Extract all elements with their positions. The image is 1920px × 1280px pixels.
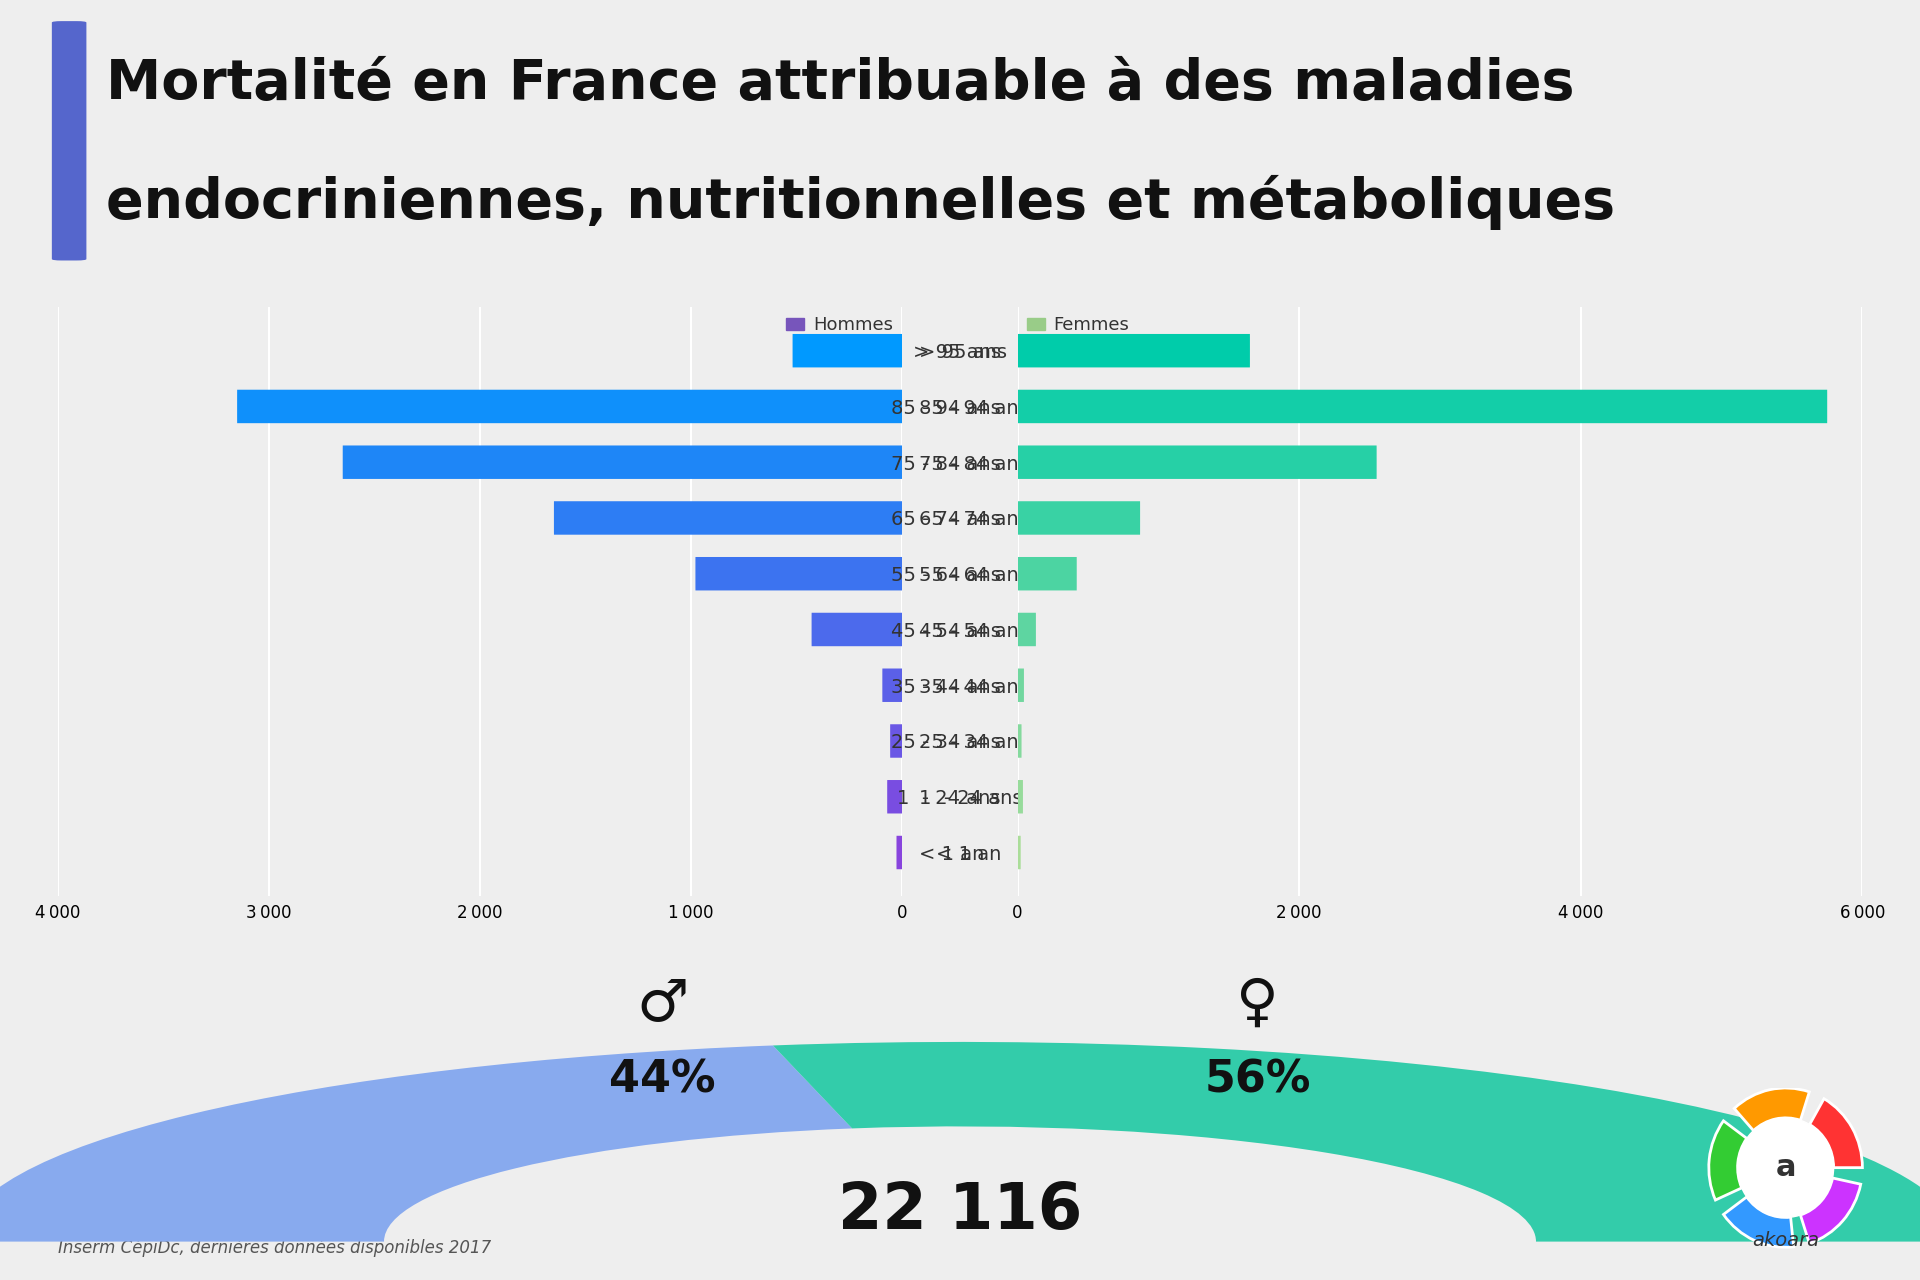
Bar <box>1018 780 1023 814</box>
FancyBboxPatch shape <box>1018 389 1828 424</box>
Text: a: a <box>1776 1153 1795 1183</box>
Bar <box>553 502 902 535</box>
Circle shape <box>1738 1117 1834 1217</box>
Wedge shape <box>774 1042 1920 1242</box>
Text: 56%: 56% <box>1204 1059 1311 1102</box>
FancyBboxPatch shape <box>1018 780 1023 814</box>
FancyBboxPatch shape <box>344 445 902 479</box>
FancyBboxPatch shape <box>553 502 902 535</box>
Text: Inserm CépiDc, dernières données disponibles 2017: Inserm CépiDc, dernières données disponi… <box>58 1239 492 1257</box>
Wedge shape <box>1734 1088 1809 1130</box>
Bar <box>1018 724 1021 758</box>
Text: 44%: 44% <box>609 1059 716 1102</box>
FancyBboxPatch shape <box>793 334 902 367</box>
Wedge shape <box>0 1046 852 1242</box>
Legend: Femmes: Femmes <box>1027 316 1129 334</box>
Bar <box>1018 334 1250 367</box>
FancyBboxPatch shape <box>1018 334 1250 367</box>
FancyBboxPatch shape <box>1018 668 1023 701</box>
FancyBboxPatch shape <box>887 780 902 814</box>
Bar <box>891 724 902 758</box>
Bar <box>887 780 902 814</box>
Bar <box>793 334 902 367</box>
Bar <box>238 389 902 424</box>
Bar <box>897 836 902 869</box>
FancyBboxPatch shape <box>1018 613 1037 646</box>
Wedge shape <box>1809 1098 1862 1167</box>
Wedge shape <box>1724 1197 1793 1247</box>
Text: ♂: ♂ <box>636 975 689 1032</box>
Bar <box>1018 389 1828 424</box>
Bar <box>695 557 902 590</box>
FancyBboxPatch shape <box>1018 836 1021 869</box>
Bar <box>812 613 902 646</box>
Text: Sources :: Sources : <box>58 1193 152 1211</box>
Text: ♀: ♀ <box>1236 975 1279 1032</box>
FancyBboxPatch shape <box>1018 724 1021 758</box>
FancyBboxPatch shape <box>1018 445 1377 479</box>
Text: endocriniennes, nutritionnelles et métaboliques: endocriniennes, nutritionnelles et métab… <box>106 175 1615 230</box>
FancyBboxPatch shape <box>883 668 902 701</box>
Bar <box>1018 613 1037 646</box>
Text: 22 116: 22 116 <box>837 1180 1083 1242</box>
Bar <box>1018 557 1077 590</box>
Bar <box>1018 445 1377 479</box>
FancyBboxPatch shape <box>52 20 86 260</box>
Bar <box>883 668 902 701</box>
Bar <box>344 445 902 479</box>
Text: akoara: akoara <box>1753 1231 1818 1251</box>
FancyBboxPatch shape <box>891 724 902 758</box>
FancyBboxPatch shape <box>1018 502 1140 535</box>
FancyBboxPatch shape <box>897 836 902 869</box>
Bar <box>1018 668 1023 701</box>
FancyBboxPatch shape <box>695 557 902 590</box>
Bar <box>1018 836 1021 869</box>
Wedge shape <box>1709 1121 1747 1201</box>
Bar <box>1018 502 1140 535</box>
Text: Mortalité en France attribuable à des maladies: Mortalité en France attribuable à des ma… <box>106 58 1574 111</box>
Legend: Hommes: Hommes <box>787 316 893 334</box>
FancyBboxPatch shape <box>1018 557 1077 590</box>
Wedge shape <box>1801 1178 1860 1243</box>
FancyBboxPatch shape <box>812 613 902 646</box>
FancyBboxPatch shape <box>238 389 902 424</box>
